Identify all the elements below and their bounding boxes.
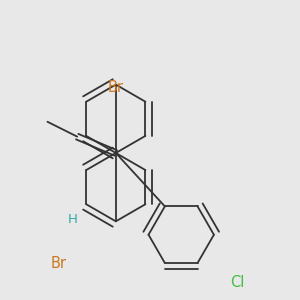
Text: Br: Br (50, 256, 66, 271)
Text: H: H (67, 213, 77, 226)
Text: Cl: Cl (230, 275, 244, 290)
Text: Br: Br (108, 80, 124, 95)
